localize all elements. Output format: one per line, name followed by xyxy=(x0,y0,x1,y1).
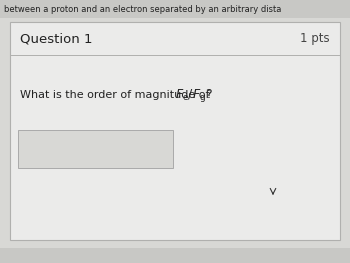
Bar xyxy=(10,22,340,240)
Bar xyxy=(0,248,350,263)
Bar xyxy=(18,130,173,168)
Text: 1 pts: 1 pts xyxy=(300,32,330,45)
Text: What is the order of magnitude of: What is the order of magnitude of xyxy=(20,90,213,100)
Bar xyxy=(0,0,350,18)
Text: between a proton and an electron separated by an arbitrary dista: between a proton and an electron separat… xyxy=(4,6,281,14)
Text: $\mathit{F}_\mathrm{e}/\mathit{F}_\mathrm{g}$?: $\mathit{F}_\mathrm{e}/\mathit{F}_\mathr… xyxy=(175,87,213,104)
Text: Question 1: Question 1 xyxy=(20,32,92,45)
